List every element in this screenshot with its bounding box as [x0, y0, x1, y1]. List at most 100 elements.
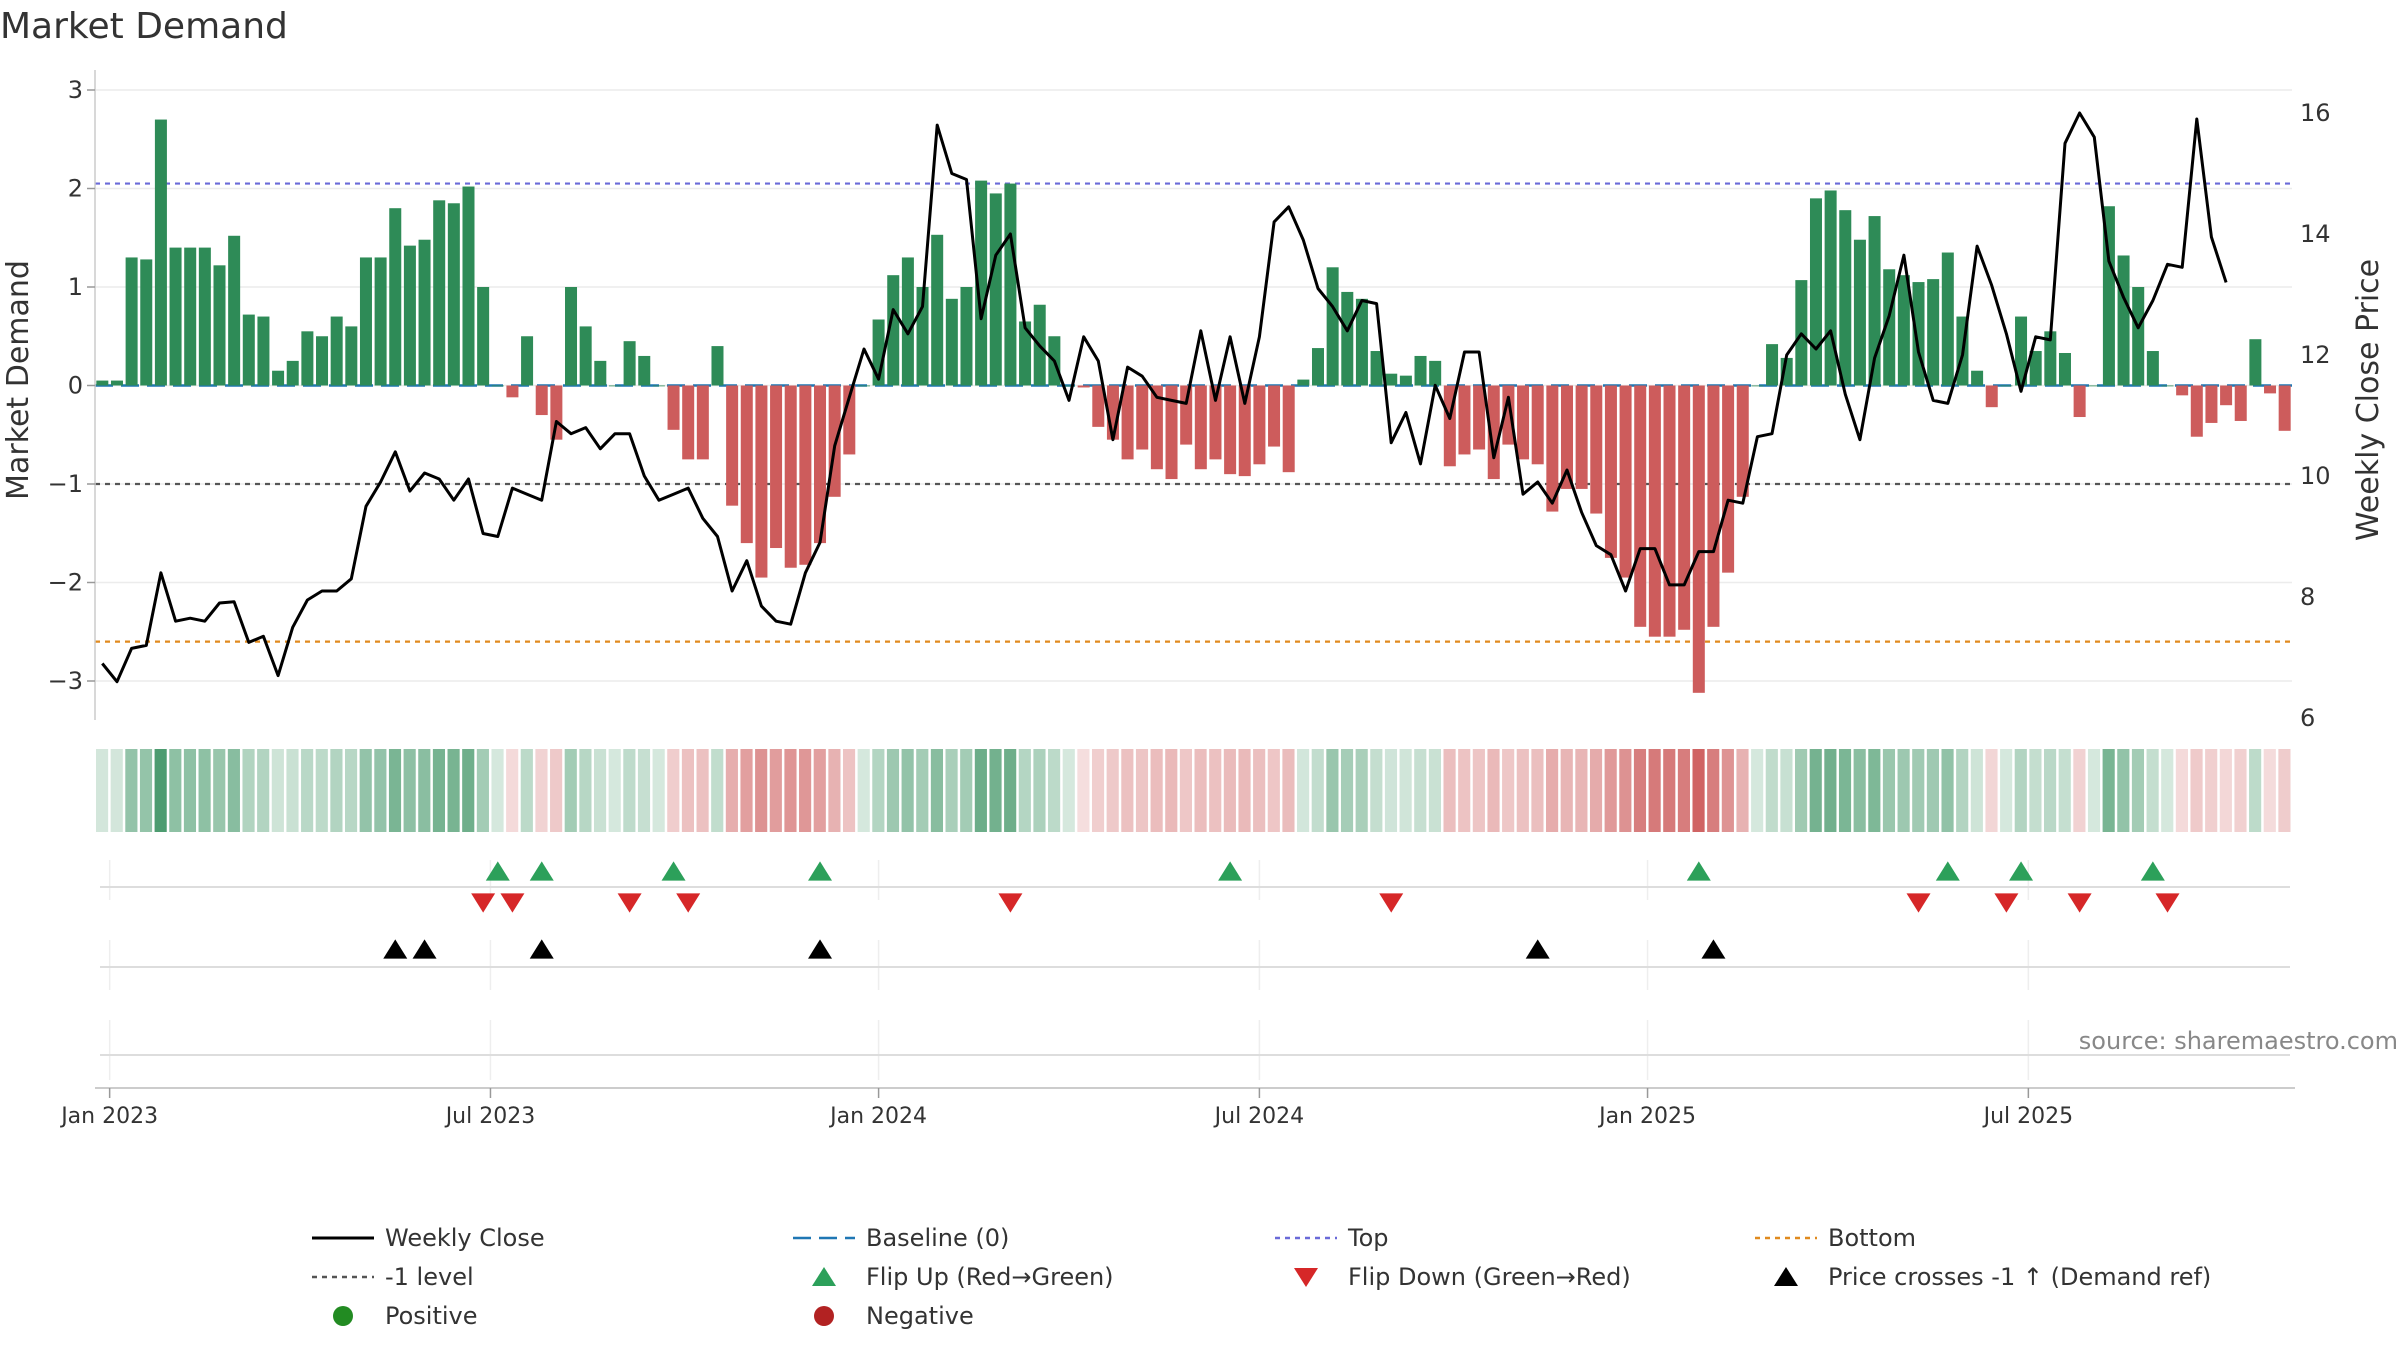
demand-bar	[2264, 385, 2277, 394]
demand-bar	[1853, 239, 1866, 386]
demand-bar	[1355, 298, 1368, 386]
flip-down-marker	[998, 893, 1023, 913]
demand-bar	[1224, 385, 1237, 475]
demand-bar	[1326, 267, 1339, 386]
demand-bar	[960, 287, 973, 386]
heat-cell	[271, 749, 284, 832]
heat-cell	[901, 749, 914, 832]
y-tick-label: 0	[68, 372, 83, 400]
heat-cell	[506, 749, 519, 832]
legend-item: Flip Up (Red→Green)	[812, 1263, 1114, 1291]
heat-cell	[139, 749, 153, 832]
demand-bar	[1560, 385, 1573, 489]
demand-bar	[2000, 385, 2013, 387]
heat-cell	[1648, 749, 1661, 832]
heat-cell	[2146, 749, 2159, 832]
demand-bar	[242, 314, 255, 386]
demand-bar	[1751, 385, 1764, 387]
heat-cell	[1238, 749, 1251, 832]
demand-bar	[1150, 385, 1163, 470]
demand-bar	[301, 331, 314, 386]
demand-bar	[623, 341, 636, 386]
x-tick-label: Jul 2025	[1982, 1104, 2074, 1129]
demand-bar	[521, 336, 534, 386]
heat-cell	[1223, 749, 1236, 832]
heat-cell	[2131, 749, 2145, 832]
demand-bar	[1517, 385, 1530, 460]
demand-bar	[2278, 385, 2291, 431]
demand-bar	[1253, 385, 1266, 465]
y2-tick-label: 12	[2300, 341, 2331, 369]
demand-bar	[1238, 385, 1251, 477]
heat-cell	[2219, 749, 2232, 832]
flip-down-marker	[471, 893, 496, 913]
demand-bar	[1634, 385, 1647, 627]
demand-bar	[2088, 385, 2101, 387]
demand-bar	[1121, 385, 1134, 460]
y2-tick-label: 14	[2300, 220, 2331, 248]
heat-cell	[491, 749, 504, 832]
legend-item: Price crosses -1 ↑ (Demand ref)	[1774, 1263, 2211, 1291]
demand-bar	[682, 385, 695, 460]
flip-down-marker	[1994, 893, 2019, 913]
demand-bar	[1824, 190, 1837, 386]
legend-item: Weekly Close	[312, 1224, 545, 1252]
legend-item: Baseline (0)	[793, 1224, 1009, 1252]
demand-bar	[2029, 351, 2042, 386]
demand-bar	[1809, 198, 1822, 386]
event-markers	[100, 860, 2290, 1080]
heat-cell	[1897, 749, 1910, 832]
legend-label: Top	[1347, 1224, 1389, 1252]
heat-cell	[344, 749, 358, 832]
y2-tick-label: 10	[2300, 462, 2331, 490]
heat-cell	[564, 749, 577, 832]
demand-bar	[726, 385, 739, 506]
heat-cell	[2175, 749, 2188, 832]
heat-cell	[403, 749, 416, 832]
heat-cell	[520, 749, 533, 832]
demand-bar	[1941, 252, 1954, 386]
legend-label: -1 level	[385, 1263, 474, 1291]
heat-cell	[213, 749, 226, 832]
price-cross-marker	[1701, 939, 1726, 959]
heat-cell	[711, 749, 724, 832]
heat-cell	[1707, 749, 1720, 832]
heat-cell	[2014, 749, 2027, 832]
heat-cell	[1209, 749, 1222, 832]
price-cross-marker	[529, 939, 554, 959]
heat-cell	[198, 749, 211, 832]
heat-cell	[1502, 749, 1515, 832]
legend-swatch-dot	[814, 1306, 834, 1326]
heat-cell	[1633, 749, 1647, 832]
chart-title: Market Demand	[0, 6, 288, 47]
heat-cell	[301, 749, 314, 832]
demand-bar	[1180, 385, 1193, 445]
heat-cell	[96, 749, 109, 832]
price-cross-marker	[412, 939, 437, 959]
legend-label: Weekly Close	[385, 1224, 545, 1252]
heat-cell	[974, 749, 987, 832]
demand-bar	[1546, 385, 1559, 512]
demand-bar	[2161, 385, 2174, 387]
demand-bar	[565, 287, 578, 386]
price-cross-marker	[383, 939, 408, 959]
x-tick-label: Jul 2024	[1213, 1104, 1305, 1129]
heat-cell	[1048, 749, 1061, 832]
heat-cell	[637, 749, 651, 832]
demand-bar	[418, 239, 431, 386]
heat-cell	[1970, 749, 1983, 832]
flip-up-marker	[1218, 861, 1243, 881]
demand-bar	[740, 385, 753, 544]
heat-cell	[1311, 749, 1324, 832]
heat-cell	[1692, 749, 1705, 832]
heat-cell	[1033, 749, 1046, 832]
heat-cell	[1091, 749, 1105, 832]
demand-bar	[1194, 385, 1207, 470]
demand-bar	[1897, 275, 1910, 386]
price-cross-marker	[808, 939, 833, 959]
flip-up-marker	[529, 861, 554, 881]
demand-bar	[1707, 385, 1720, 627]
demand-bar	[2234, 385, 2247, 421]
demand-bar	[2015, 316, 2028, 386]
x-tick-label: Jul 2023	[444, 1104, 536, 1129]
